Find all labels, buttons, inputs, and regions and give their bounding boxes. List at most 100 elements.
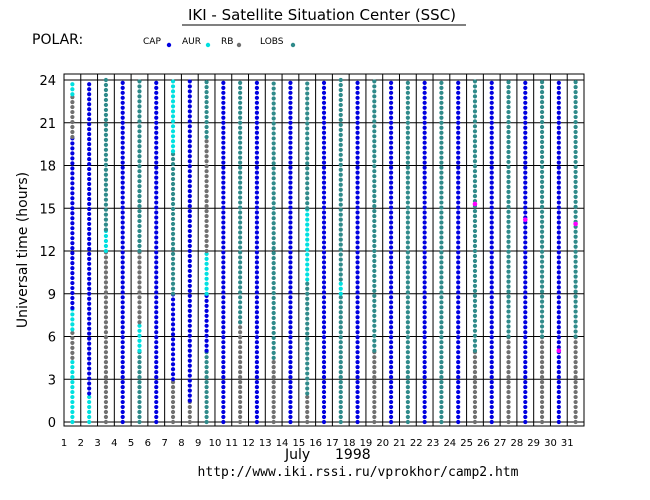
data-point-cap <box>288 125 293 130</box>
y-tick-label: 24 <box>39 74 56 89</box>
data-point-cap <box>355 205 360 210</box>
data-point-lobs <box>573 129 578 135</box>
data-point-lobs <box>439 205 444 210</box>
data-point-lobs <box>573 209 578 214</box>
data-point-lobs <box>573 114 578 120</box>
data-point-cap <box>388 90 394 95</box>
data-point-lobs <box>170 276 176 281</box>
data-point-lobs <box>103 147 109 152</box>
data-point-cap <box>388 315 394 320</box>
data-point-cap <box>221 310 226 315</box>
data-point-lobs <box>204 355 209 360</box>
data-point-cap <box>288 414 293 420</box>
data-point-cap <box>321 250 327 255</box>
data-point-rb <box>103 365 109 370</box>
data-point-cap <box>355 380 360 385</box>
data-point-cap <box>523 180 528 185</box>
data-point-cap <box>120 125 125 130</box>
data-point-cap <box>388 185 394 190</box>
data-point-lobs <box>238 180 243 185</box>
data-point-cap <box>87 152 92 157</box>
data-point-lobs <box>204 124 209 130</box>
data-point-lobs <box>573 154 578 160</box>
data-point-cap <box>321 95 327 100</box>
data-point-cap <box>355 210 360 215</box>
data-point-cap <box>221 155 226 160</box>
data-point-cap <box>556 240 561 245</box>
data-point-rb <box>103 375 109 380</box>
data-point-lobs <box>338 232 343 237</box>
data-point-lobs <box>506 264 511 269</box>
data-point-lobs <box>506 80 511 85</box>
data-point-cap <box>187 278 192 284</box>
data-point-cap <box>489 125 494 130</box>
data-point-lobs <box>372 298 377 303</box>
data-point-lobs <box>472 283 478 289</box>
data-point-lobs <box>170 231 176 236</box>
data-point-rb <box>506 419 511 425</box>
data-point-lobs <box>506 189 511 194</box>
data-point-lobs <box>238 135 243 140</box>
data-point-lobs <box>103 97 109 103</box>
data-point-lobs <box>539 274 545 279</box>
data-point-lobs <box>305 336 310 341</box>
data-point-rb <box>238 365 243 370</box>
data-point-lobs <box>338 375 343 380</box>
data-point-cap <box>187 144 192 149</box>
data-point-cap <box>120 340 125 345</box>
data-point-cap <box>120 105 125 110</box>
data-point-lobs <box>506 169 511 175</box>
data-point-cap <box>388 180 394 185</box>
data-point-lobs <box>338 162 343 167</box>
data-point-rb <box>103 360 109 365</box>
data-point-cap <box>321 125 327 130</box>
data-point-rb <box>472 375 478 380</box>
data-point-rb <box>238 355 243 360</box>
data-point-lobs <box>305 111 310 116</box>
data-point-lobs <box>238 220 243 225</box>
data-point-cap <box>254 130 260 135</box>
data-point-cap <box>422 255 427 260</box>
data-point-lobs <box>539 90 545 95</box>
data-point-cap <box>489 200 494 205</box>
data-point-lobs <box>472 213 478 219</box>
data-point-lobs <box>439 175 444 180</box>
data-point-rb <box>238 419 243 425</box>
data-point-lobs <box>405 300 410 305</box>
data-point-cap <box>187 149 192 154</box>
data-point-cap <box>170 367 176 372</box>
data-point-cap <box>556 135 561 140</box>
data-point-cap <box>87 241 92 246</box>
data-point-aur <box>170 144 176 149</box>
data-point-cap <box>556 230 561 235</box>
data-point-cap <box>254 320 260 325</box>
data-point-cap <box>456 414 461 420</box>
data-point-cap <box>221 225 226 230</box>
x-tick-label: 7 <box>161 438 167 449</box>
data-point-lobs <box>170 176 176 182</box>
data-point-cap <box>254 145 260 150</box>
data-point-cap <box>288 335 293 340</box>
data-point-cap <box>170 322 176 327</box>
data-point-cap <box>456 345 461 350</box>
data-point-lobs <box>506 159 511 165</box>
data-point-lobs <box>472 194 478 199</box>
data-point-cap <box>120 285 125 290</box>
data-point-cap <box>288 130 293 135</box>
data-point-lobs <box>271 206 276 211</box>
data-point-cap <box>288 375 293 380</box>
data-point-cap <box>422 85 427 90</box>
data-point-cap <box>254 280 260 285</box>
data-point-aur <box>170 89 176 94</box>
data-point-lobs <box>238 130 243 135</box>
x-tick-label: 9 <box>195 438 201 449</box>
data-point-cap <box>388 414 394 420</box>
data-point-lobs <box>103 217 109 222</box>
data-point-lobs <box>170 186 176 192</box>
data-point-cap <box>154 340 159 345</box>
data-point-lobs <box>170 226 176 232</box>
data-point-cap <box>321 155 327 160</box>
data-point-rb <box>539 355 545 360</box>
data-point-lobs <box>137 228 142 234</box>
data-point-lobs <box>238 225 243 230</box>
